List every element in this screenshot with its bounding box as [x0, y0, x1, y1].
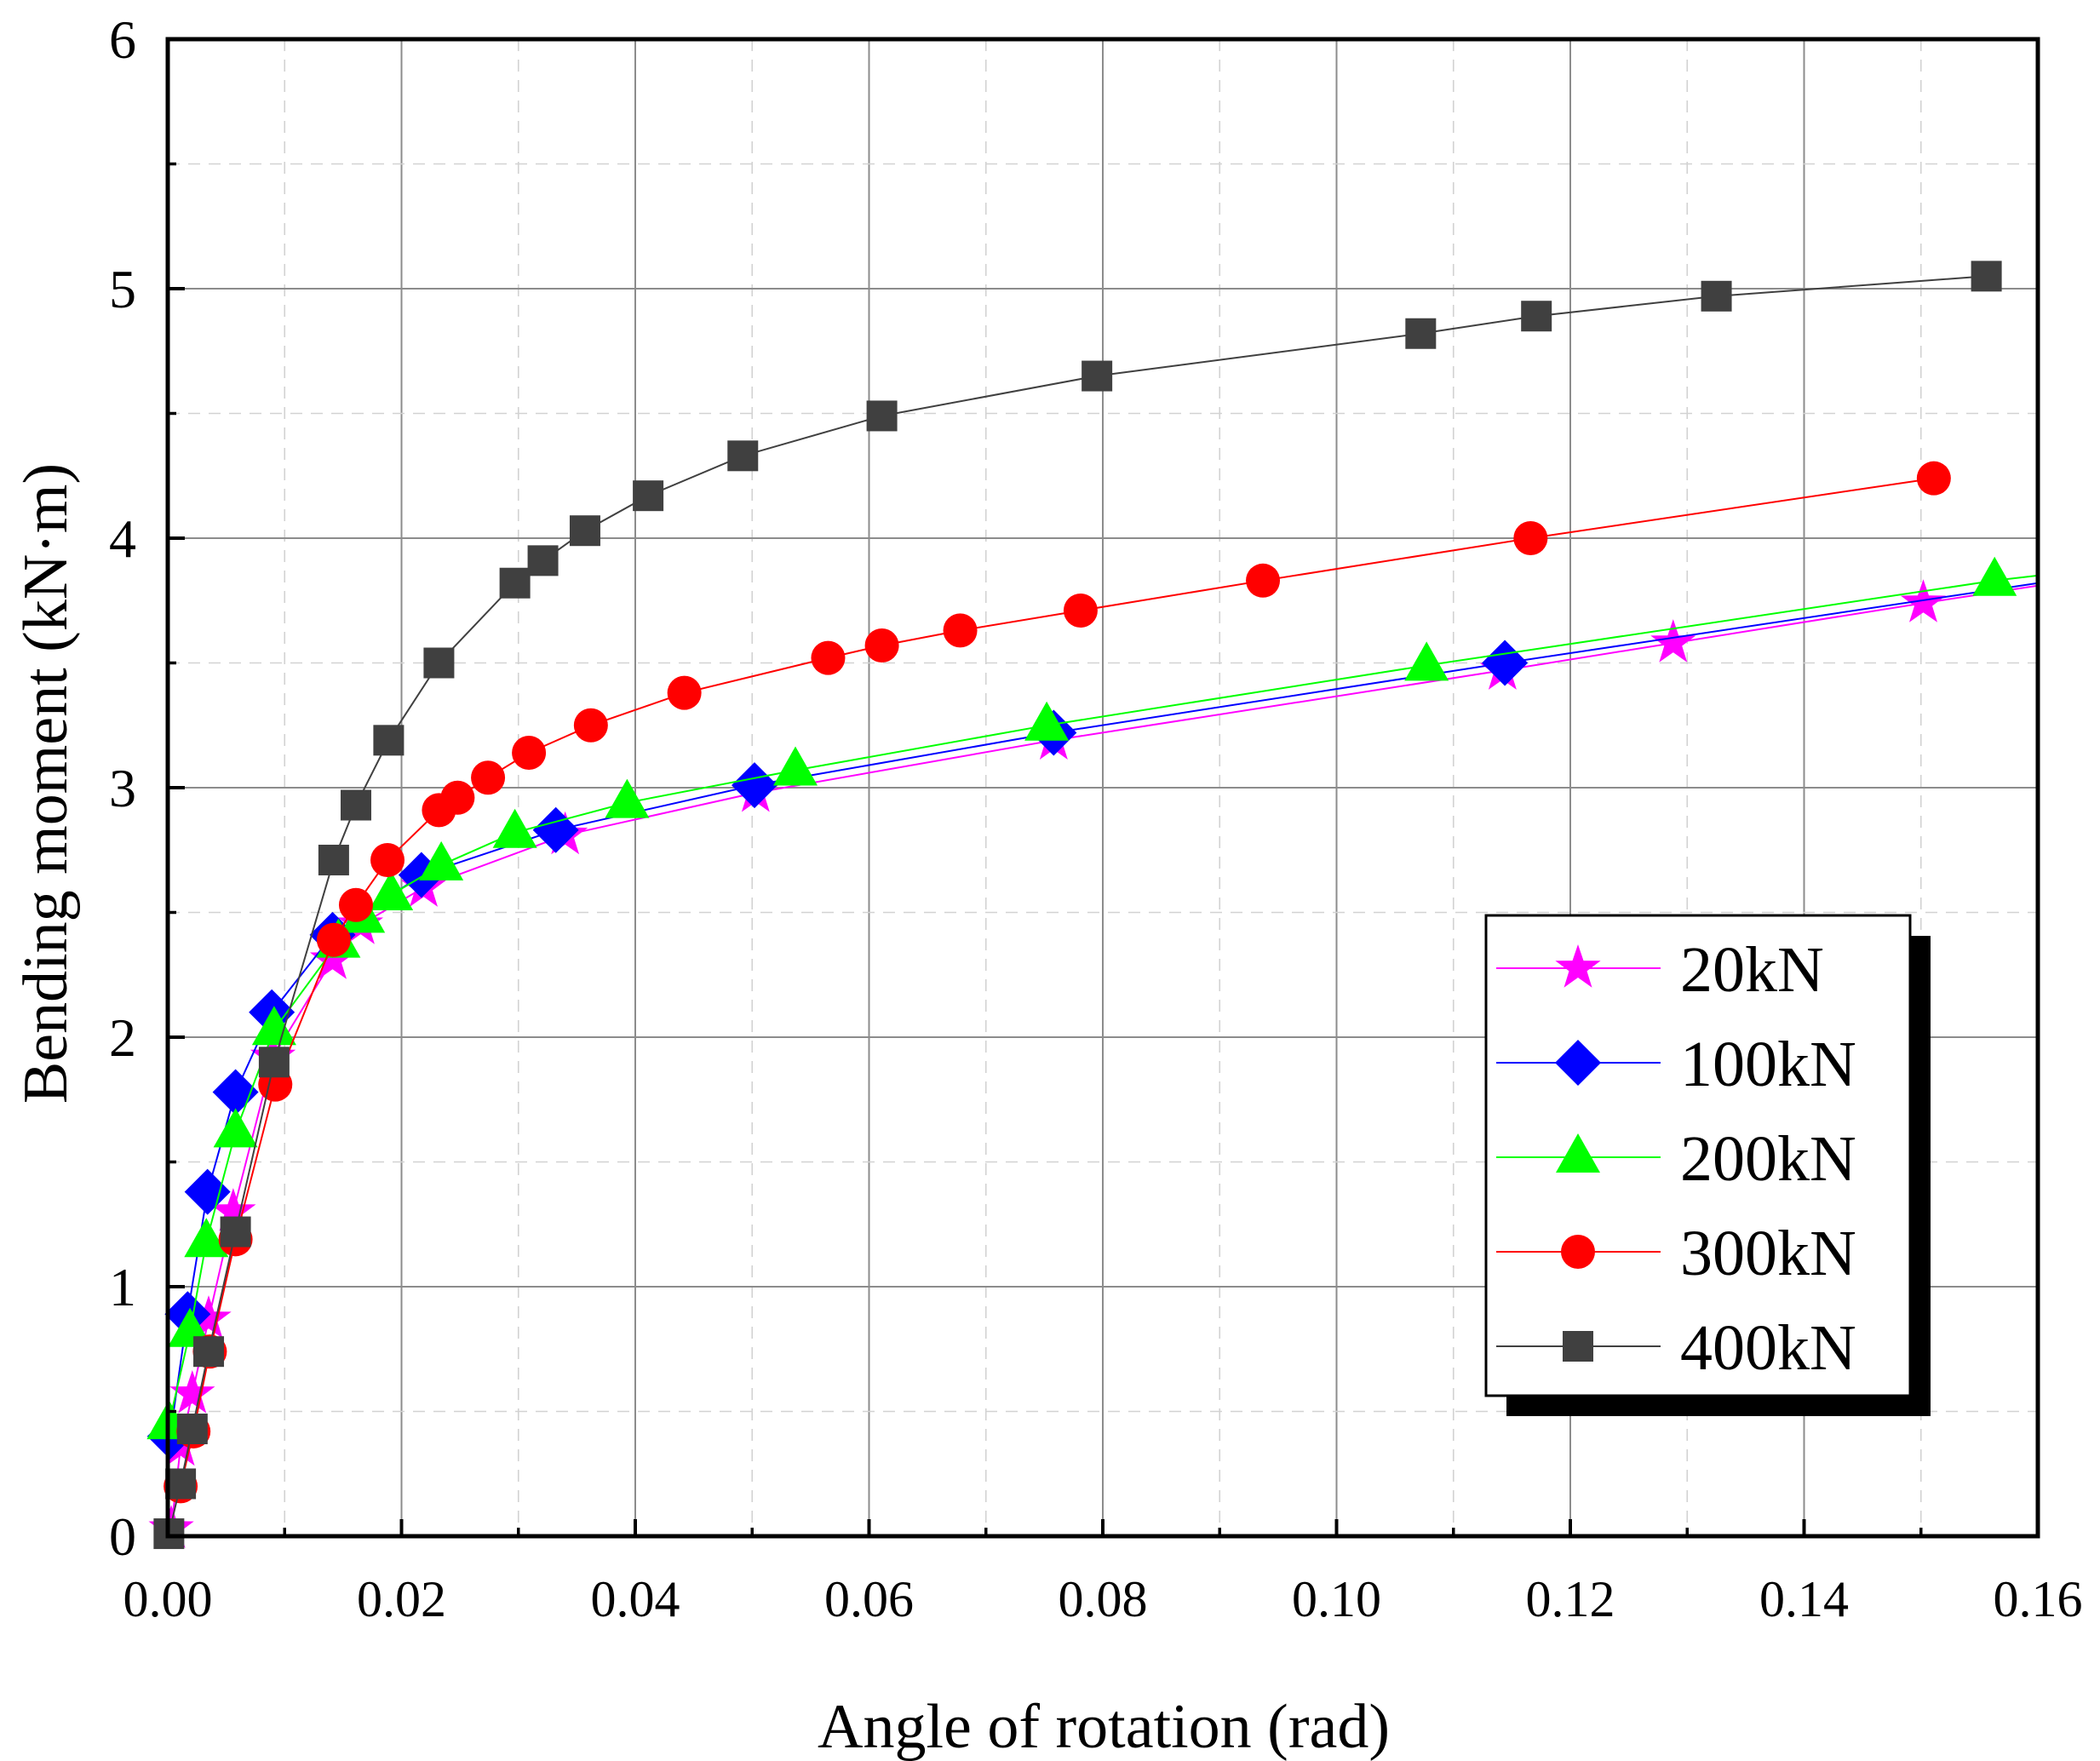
x-tick-label: 0.10	[1292, 1571, 1381, 1627]
star-marker	[210, 1188, 256, 1231]
legend-entry: 100kN	[1496, 1029, 1856, 1100]
legend-label: 100kN	[1680, 1029, 1856, 1100]
y-tick-label: 5	[109, 259, 136, 319]
circle-marker	[1916, 461, 1951, 496]
y-tick-label: 2	[109, 1007, 136, 1068]
y-tick-label: 6	[109, 9, 136, 70]
legend-entry: 300kN	[1496, 1218, 1856, 1289]
legend-label: 400kN	[1680, 1312, 1856, 1384]
legend-label: 300kN	[1680, 1218, 1856, 1289]
square-marker	[340, 789, 371, 821]
x-tick-label: 0.12	[1526, 1571, 1615, 1627]
square-marker	[866, 400, 898, 432]
triangle-marker	[1556, 1133, 1600, 1173]
square-marker	[1563, 1331, 1593, 1362]
triangle-marker	[419, 840, 464, 880]
x-tick-label: 0.00	[123, 1571, 213, 1627]
circle-marker	[864, 628, 899, 663]
series-layer	[146, 261, 2039, 1550]
legend-entry: 20kN	[1496, 934, 1824, 1006]
triangle-marker	[1024, 701, 1070, 741]
circle-marker	[1063, 593, 1098, 628]
legend: 20kN 100kN 200kN 300kN 400kN	[1484, 914, 1931, 1416]
circle-marker	[1561, 1235, 1595, 1269]
square-marker	[165, 1468, 197, 1500]
square-marker	[1701, 280, 1732, 312]
triangle-marker	[213, 1108, 258, 1148]
square-marker	[176, 1414, 208, 1445]
legend-box	[1484, 914, 1912, 1397]
diamond-marker	[398, 852, 445, 898]
square-marker	[318, 844, 349, 875]
star-marker	[169, 1370, 215, 1414]
x-axis-label: Angle of rotation (rad)	[818, 1692, 1390, 1761]
x-tick-label: 0.02	[357, 1571, 446, 1627]
triangle-marker	[492, 808, 537, 848]
legend-entry: 200kN	[1496, 1123, 1856, 1195]
square-marker	[220, 1216, 251, 1248]
x-tick-label: 0.16	[1994, 1571, 2083, 1627]
y-tick-label: 1	[109, 1257, 136, 1317]
diamond-marker	[1555, 1040, 1601, 1086]
square-marker	[633, 480, 664, 512]
circle-marker	[1246, 563, 1281, 598]
square-marker	[423, 647, 455, 679]
y-tick-label: 0	[109, 1506, 136, 1567]
legend-entry: 400kN	[1496, 1312, 1856, 1384]
circle-marker	[943, 613, 978, 648]
triangle-marker	[251, 1006, 296, 1046]
circle-marker	[316, 922, 351, 957]
circle-marker	[573, 708, 608, 743]
square-marker	[1082, 360, 1113, 392]
axis-ticks	[166, 37, 2040, 1538]
square-marker	[499, 567, 531, 599]
legend-label: 200kN	[1680, 1123, 1856, 1195]
triangle-marker	[184, 1218, 229, 1258]
star-marker	[186, 1295, 232, 1339]
square-marker	[1971, 261, 2002, 292]
tick-labels: 0.00 0.02 0.04 0.06 0.08 0.10 0.12 0.14 0.16 0 1 2 3…	[109, 9, 2083, 1627]
circle-marker	[667, 675, 702, 710]
circle-marker	[440, 780, 475, 815]
square-marker	[727, 440, 759, 472]
circle-marker	[1513, 521, 1548, 555]
star-marker	[1555, 944, 1601, 988]
legend-label: 20kN	[1680, 934, 1824, 1006]
circle-marker	[338, 887, 373, 922]
triangle-marker	[369, 870, 414, 910]
square-marker	[569, 515, 600, 547]
square-marker	[373, 725, 405, 756]
square-marker	[258, 1047, 290, 1078]
series-line	[168, 574, 2039, 1425]
y-tick-label: 4	[109, 508, 136, 569]
x-tick-label: 0.14	[1759, 1571, 1849, 1627]
diamond-marker	[184, 1168, 231, 1215]
series-300kN	[164, 461, 1951, 1504]
triangle-marker	[605, 778, 650, 818]
y-tick-label: 3	[109, 758, 136, 818]
circle-marker	[811, 640, 846, 675]
square-marker	[527, 545, 559, 576]
star-marker	[1650, 619, 1696, 663]
square-marker	[1521, 301, 1552, 332]
series-400kN	[153, 261, 2002, 1550]
circle-marker	[471, 760, 506, 795]
triangle-marker	[773, 746, 818, 786]
square-marker	[1405, 318, 1437, 349]
x-tick-label: 0.06	[824, 1571, 914, 1627]
y-axis-label: Bending moment (kN·m)	[11, 463, 81, 1104]
square-marker	[193, 1336, 225, 1368]
x-tick-label: 0.04	[591, 1571, 680, 1627]
circle-marker	[512, 735, 547, 770]
circle-marker	[370, 842, 405, 877]
diamond-marker	[731, 762, 777, 809]
triangle-marker	[1404, 641, 1449, 681]
triangle-marker	[1972, 556, 2017, 596]
x-tick-label: 0.08	[1059, 1571, 1148, 1627]
